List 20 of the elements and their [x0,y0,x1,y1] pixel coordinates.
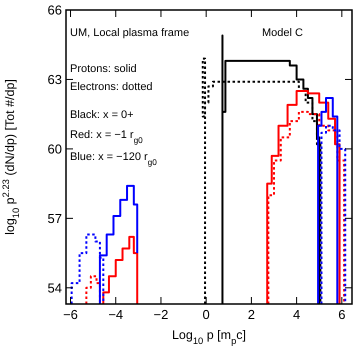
x-tick-label: −4 [108,307,124,322]
annotation: Electrons: dotted [70,81,153,93]
x-tick-label: 0 [202,307,210,322]
y-tick-label: 66 [48,2,62,18]
x-tick-label: 6 [338,307,346,322]
y-tick-label: 57 [48,210,62,226]
x-tick-label: −2 [154,307,168,322]
y-tick-label: 60 [48,141,62,156]
annotation: Model C [262,27,304,39]
x-tick-label: 2 [248,307,256,322]
x-tick-label: −6 [63,307,78,322]
annotation: Red: x = −1 r$_{g0}$ [70,129,144,144]
annotation: Protons: solid [70,63,137,75]
annotation: Black: x = 0+ [70,109,134,121]
y-tick-label: 63 [48,72,62,87]
y-tick-label: 54 [48,280,62,296]
x-axis-title: Log$_{10}$ p [m$_{p}$c] [172,328,246,346]
x-tick-label: 4 [292,307,300,322]
annotation: Blue: x = −120 r$_{g0}$ [70,151,158,166]
annotation: UM, Local plasma frame [70,27,190,39]
